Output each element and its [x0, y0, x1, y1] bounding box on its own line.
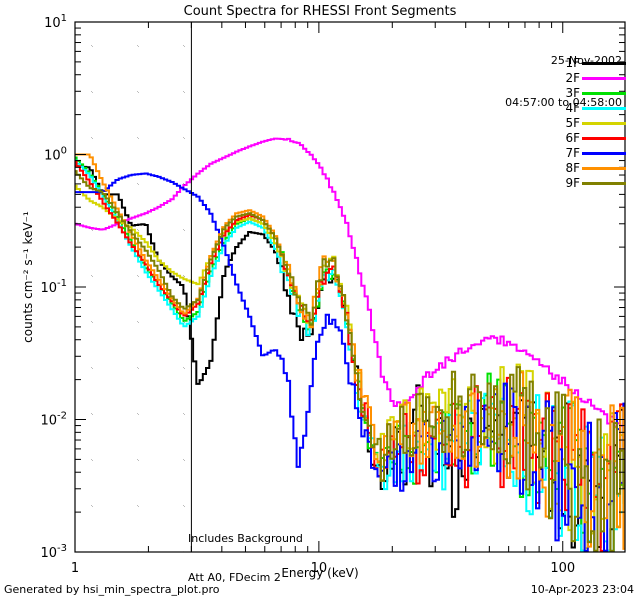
legend-item-5f[interactable]: 5F: [460, 116, 640, 130]
legend-swatch-9f: [582, 182, 626, 185]
legend-label-2f: 2F: [565, 71, 580, 85]
legend-item-4f[interactable]: 4F: [460, 101, 640, 115]
legend-label-7f: 7F: [565, 146, 580, 160]
legend-item-6f[interactable]: 6F: [460, 131, 640, 145]
legend-label-8f: 8F: [565, 161, 580, 175]
observation-time-range: 04:57:00 to 04:58:00: [505, 96, 622, 109]
x-tick-label: 1: [71, 561, 79, 576]
y-tick-label: 10-3: [40, 543, 67, 561]
legend-label-3f: 3F: [565, 86, 580, 100]
footer-timestamp: 10-Apr-2023 23:04: [530, 583, 634, 596]
legend-swatch-3f: [582, 92, 626, 95]
legend-swatch-8f: [582, 167, 626, 170]
page-title: Count Spectra for RHESSI Front Segments: [183, 4, 457, 19]
plot-annotation: Includes Background Att A0, FDecim 2: [188, 506, 303, 610]
legend-swatch-6f: [582, 137, 626, 140]
legend-label-4f: 4F: [565, 101, 580, 115]
y-tick-label: 100: [44, 146, 67, 164]
legend-item-8f[interactable]: 8F: [460, 161, 640, 175]
legend-item-9f[interactable]: 9F: [460, 176, 640, 190]
x-axis-label: Energy (keV): [281, 566, 359, 580]
legend-swatch-2f: [582, 77, 626, 80]
observation-datetime: 25-Nov-2002 04:57:00 to 04:58:00: [505, 26, 622, 138]
legend-swatch-4f: [582, 107, 626, 110]
x-tick-label: 10: [311, 561, 328, 576]
annotation-line-2: Att A0, FDecim 2: [188, 571, 281, 584]
y-tick-label: 10-2: [40, 411, 67, 429]
axis-tick-labels-layer: 1 10 100 101 100 10-1 10-2 10-3: [40, 13, 575, 576]
annotation-line-1: Includes Background: [188, 532, 303, 545]
legend-swatch-5f: [582, 122, 626, 125]
legend-label-1f: 1F: [565, 56, 580, 70]
legend-swatch-7f: [582, 152, 626, 155]
legend-label-5f: 5F: [565, 116, 580, 130]
legend-label-6f: 6F: [565, 131, 580, 145]
y-tick-label: 10-1: [40, 278, 67, 296]
legend-item-2f[interactable]: 2F: [460, 71, 640, 85]
legend-item-1f[interactable]: 1F: [460, 56, 640, 70]
footer-generator: Generated by hsi_min_spectra_plot.pro: [4, 583, 220, 596]
legend-label-9f: 9F: [565, 176, 580, 190]
excluded-energy-hatch: [75, 22, 192, 552]
x-tick-label: 100: [550, 561, 575, 576]
legend-item-7f[interactable]: 7F: [460, 146, 640, 160]
legend-swatch-1f: [582, 62, 626, 65]
y-tick-label: 101: [44, 13, 67, 31]
legend-item-3f[interactable]: 3F: [460, 86, 640, 100]
